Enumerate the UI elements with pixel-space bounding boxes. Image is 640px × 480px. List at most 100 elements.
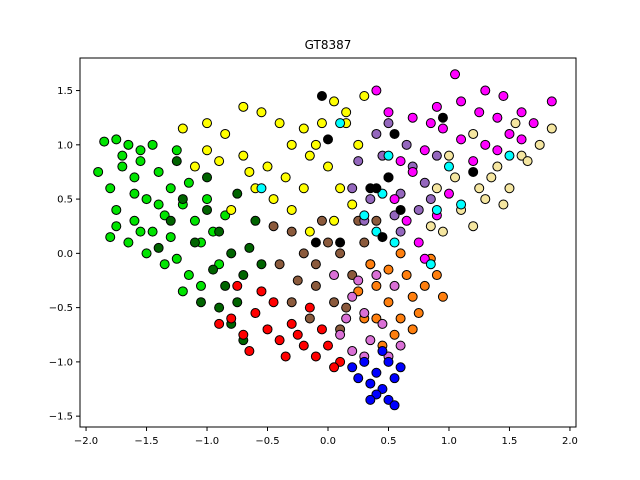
data-point-s5-9 [431, 270, 442, 281]
data-point-s7-5 [389, 373, 400, 384]
data-point-s7-10 [389, 400, 400, 411]
data-point-s1-2 [214, 226, 225, 237]
data-point-s2-5 [274, 118, 285, 129]
data-point-s9-25 [468, 156, 479, 167]
data-point-s12-5 [335, 237, 346, 248]
data-point-s10-18 [498, 199, 509, 210]
data-point-s5-1 [383, 297, 394, 308]
data-point-s3-6 [310, 280, 321, 291]
data-point-s12-2 [383, 172, 394, 183]
data-point-s0-25 [171, 145, 182, 156]
data-point-s10-5 [546, 123, 557, 134]
data-point-s10-9 [437, 226, 448, 237]
data-point-s11-4 [389, 237, 400, 248]
data-point-s9-7 [516, 107, 527, 118]
data-point-s0-34 [165, 232, 176, 243]
data-point-s3-1 [298, 248, 309, 259]
data-point-s0-3 [135, 145, 146, 156]
data-point-s11-2 [383, 150, 394, 161]
data-point-s2-2 [220, 128, 231, 139]
data-point-s4-4 [274, 335, 285, 346]
data-point-s11-8 [504, 150, 515, 161]
data-point-s2-12 [323, 161, 333, 172]
data-point-s2-13 [262, 161, 273, 172]
data-point-s7-9 [395, 362, 406, 373]
data-point-s1-12 [250, 215, 261, 226]
data-point-s6-1 [359, 308, 370, 319]
data-point-s5-8 [401, 270, 412, 281]
data-point-s0-27 [117, 150, 128, 161]
data-point-s0-0 [99, 136, 110, 147]
data-point-s2-29 [359, 90, 370, 101]
data-point-s3-3 [323, 237, 333, 248]
y-tick-label: −1.0 [49, 357, 73, 368]
x-tick-label: 0.5 [381, 436, 397, 447]
data-point-s2-30 [189, 161, 200, 172]
data-point-s10-4 [534, 139, 545, 150]
data-point-s1-9 [195, 297, 206, 308]
data-point-s6-13 [329, 270, 340, 281]
data-point-s0-12 [123, 237, 134, 248]
data-point-s8-9 [413, 204, 424, 215]
data-point-s3-4 [335, 248, 346, 259]
data-point-s9-6 [498, 90, 509, 101]
data-point-s12-7 [468, 166, 479, 177]
data-point-s0-18 [153, 166, 164, 177]
data-point-s10-10 [468, 221, 479, 232]
data-point-s0-7 [141, 194, 152, 205]
data-point-s2-20 [335, 183, 346, 194]
data-point-s10-13 [522, 156, 533, 167]
data-point-s4-11 [244, 346, 255, 357]
data-point-s2-6 [298, 123, 309, 134]
data-point-s4-5 [286, 318, 297, 329]
data-point-s4-6 [298, 340, 309, 351]
data-point-s4-17 [316, 324, 327, 335]
data-point-s10-0 [443, 150, 454, 161]
data-point-s9-24 [443, 188, 454, 199]
data-point-s10-17 [425, 221, 436, 232]
data-point-s9-21 [413, 237, 424, 248]
data-point-s1-3 [226, 248, 237, 259]
data-point-s2-17 [268, 194, 279, 205]
data-point-s10-11 [486, 172, 497, 183]
data-point-s2-4 [256, 107, 267, 118]
data-point-s2-0 [177, 123, 188, 134]
x-tick-label: 1.5 [502, 436, 518, 447]
data-point-s3-12 [274, 259, 285, 270]
data-point-s7-11 [347, 362, 358, 373]
data-point-s9-4 [480, 85, 491, 96]
data-point-s9-9 [528, 118, 539, 129]
data-point-s0-32 [177, 286, 188, 297]
x-tick-label: −1.5 [134, 436, 158, 447]
data-point-s9-11 [480, 139, 491, 150]
data-point-s10-2 [492, 161, 503, 172]
data-point-s7-13 [365, 394, 376, 405]
data-point-s1-19 [202, 172, 213, 183]
data-point-s2-8 [329, 96, 340, 107]
x-tick-label: 2.0 [562, 436, 578, 447]
data-point-s2-18 [286, 204, 297, 215]
data-point-s5-4 [419, 280, 430, 291]
data-point-s0-4 [117, 161, 128, 172]
y-tick-label: 1.0 [57, 140, 73, 151]
data-point-s9-1 [407, 112, 418, 123]
data-point-s6-10 [341, 313, 352, 324]
data-point-s1-0 [177, 194, 188, 205]
data-point-s9-15 [407, 166, 418, 177]
data-point-s0-10 [147, 226, 158, 237]
data-point-s8-14 [425, 194, 436, 205]
data-point-s12-11 [365, 183, 376, 194]
data-point-s7-4 [365, 378, 376, 389]
data-point-s3-0 [286, 226, 297, 237]
plot-area [79, 57, 577, 428]
data-point-s6-4 [347, 346, 358, 357]
data-point-s0-30 [153, 199, 164, 210]
data-point-s9-12 [456, 134, 467, 145]
data-point-s7-6 [353, 373, 364, 384]
y-tick-label: −1.5 [49, 412, 73, 423]
data-point-s11-3 [359, 210, 370, 221]
data-point-s10-12 [510, 118, 521, 129]
data-point-s0-1 [111, 134, 122, 145]
data-point-s6-9 [389, 280, 400, 291]
data-point-s3-19 [304, 313, 315, 324]
